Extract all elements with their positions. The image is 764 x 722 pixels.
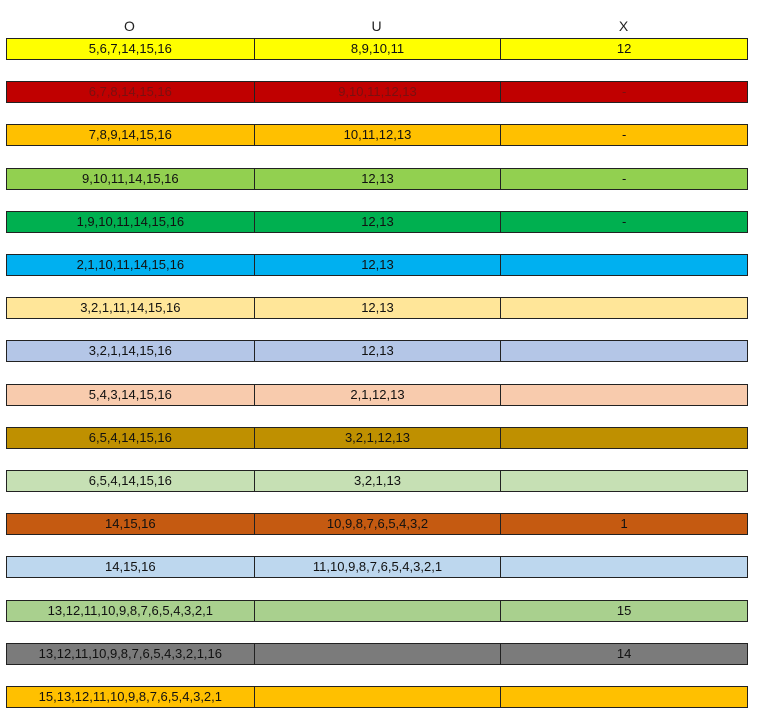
- table-cell: 11,10,9,8,7,6,5,4,3,2,1: [253, 557, 501, 578]
- column-header: O: [124, 18, 135, 34]
- table-row: 13,12,11,10,9,8,7,6,5,4,3,2,1 15: [6, 599, 748, 622]
- table-cell: 5,4,3,14,15,16: [88, 386, 172, 402]
- table-cell: -: [500, 125, 747, 146]
- table-cell: [500, 298, 747, 319]
- table-cell: 13,12,11,10,9,8,7,6,5,4,3,2,1: [47, 602, 213, 618]
- table-cell: [253, 643, 501, 664]
- table-cell: 12,13: [253, 211, 501, 232]
- table-cell: [253, 600, 501, 621]
- table-cell: [500, 255, 747, 275]
- table-cell: 6,7,8,14,15,16: [88, 84, 172, 100]
- table-cell: [500, 471, 747, 491]
- table-cell: -: [500, 211, 747, 232]
- table-row: 7,8,9,14,15,16 10,11,12,13-: [6, 124, 748, 147]
- table-cell: 12,13: [253, 341, 501, 362]
- table-cell: 7,8,9,14,15,16: [88, 127, 172, 143]
- table-row: 14,15,16 11,10,9,8,7,6,5,4,3,2,1: [6, 556, 748, 579]
- table-cell: [253, 687, 501, 707]
- table-cell: [500, 557, 747, 578]
- table-cell: 1,9,10,11,14,15,16: [76, 213, 185, 229]
- table-cell: 10,9,8,7,6,5,4,3,2: [253, 514, 501, 535]
- table-row: 3,2,1,14,15,16 12,13: [6, 340, 748, 363]
- table-row: 14,15,16 10,9,8,7,6,5,4,3,2 1: [6, 513, 748, 536]
- table-cell: [500, 341, 747, 362]
- table-cell: 12: [500, 39, 747, 59]
- column-header: X: [618, 18, 629, 34]
- table-row: 6,7,8,14,15,16 9,10,11,12,13-: [6, 81, 748, 104]
- table-row: 15,13,12,11,10,9,8,7,6,5,4,3,2,1: [6, 686, 748, 708]
- table-row: 5,6,7,14,15,16 8,9,10,11 12: [6, 38, 748, 60]
- table-cell: 9,10,11,12,13: [253, 82, 501, 103]
- table-cell: 14: [500, 643, 747, 664]
- table-cell: 8,9,10,11: [253, 39, 501, 59]
- table-cell: 14,15,16: [105, 559, 156, 575]
- table-cell: 3,2,1,13: [253, 471, 501, 491]
- table-row: 5,4,3,14,15,16 2,1,12,13: [6, 383, 748, 406]
- table-cell: 5,6,7,14,15,16: [88, 41, 172, 56]
- table-cell: 3,2,1,14,15,16: [88, 343, 172, 359]
- table-row: 6,5,4,14,15,16 3,2,1,13: [6, 470, 748, 492]
- table-cell: -: [500, 82, 747, 103]
- table-cell: 6,5,4,14,15,16: [88, 429, 172, 445]
- table-cell: [500, 384, 747, 405]
- table-cell: 3,2,1,11,14,15,16: [80, 300, 181, 316]
- table-cell: 1: [500, 514, 747, 535]
- table-row: 9,10,11,14,15,16 12,13-: [6, 167, 748, 190]
- table-row: 6,5,4,14,15,16 3,2,1,12,13: [6, 426, 748, 449]
- table-row: 13,12,11,10,9,8,7,6,5,4,3,2,1,16 14: [6, 642, 748, 665]
- table-cell: 13,12,11,10,9,8,7,6,5,4,3,2,1,16: [38, 645, 222, 661]
- table-cell: [500, 687, 747, 707]
- table-cell: 12,13: [253, 255, 501, 275]
- table-cell: 6,5,4,14,15,16: [88, 473, 172, 488]
- table-cell: 14,15,16: [105, 516, 156, 532]
- table-cell: 12,13: [253, 168, 501, 189]
- table-cell: 3,2,1,12,13: [253, 427, 501, 448]
- table-cell: 15: [500, 600, 747, 621]
- table-cell: 2,1,10,11,14,15,16: [76, 257, 185, 272]
- table-cell: 10,11,12,13: [253, 125, 501, 146]
- table-cell: 9,10,11,14,15,16: [82, 170, 179, 186]
- table-row: 3,2,1,11,14,15,16 12,13: [6, 297, 748, 320]
- table-cell: [500, 427, 747, 448]
- table-cell: 15,13,12,11,10,9,8,7,6,5,4,3,2,1: [38, 689, 222, 704]
- table-cell: 2,1,12,13: [253, 384, 501, 405]
- table-row: 2,1,10,11,14,15,16 12,13: [6, 254, 748, 276]
- column-header: U: [371, 18, 382, 34]
- table-cell: -: [500, 168, 747, 189]
- table-row: 1,9,10,11,14,15,16 12,13-: [6, 210, 748, 233]
- table-cell: 12,13: [253, 298, 501, 319]
